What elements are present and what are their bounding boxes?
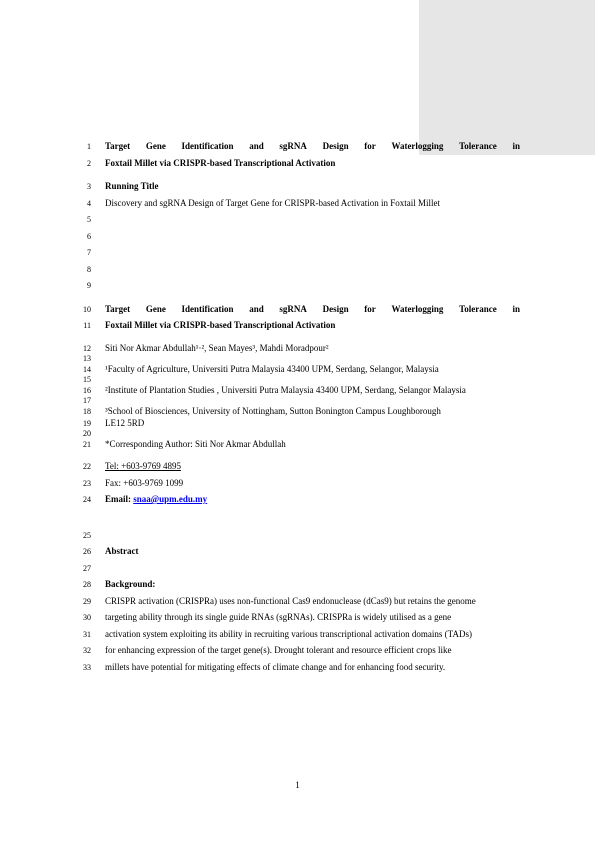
line-number: 14 [75, 365, 91, 375]
line-number: 7 [75, 247, 91, 259]
affiliation-2: 16 ²Institute of Plantation Studies , Un… [75, 385, 520, 396]
tel-line: 22 Tel: +603-9769 4895 [75, 460, 520, 474]
title2-line-2: 11 Foxtail Millet via CRISPR-based Trans… [75, 319, 520, 333]
affiliation-1: 14 ¹Faculty of Agriculture, Universiti P… [75, 364, 520, 375]
authors: Siti Nor Akmar Abdullah¹·², Sean Mayes³,… [105, 343, 520, 354]
background-label: Background: [105, 578, 520, 592]
blank-line: 13 [75, 354, 520, 364]
blank-line: 17 [75, 396, 520, 406]
title2-line-1: 10 TargetGeneIdentificationandsgRNADesig… [75, 303, 520, 317]
line-number: 24 [75, 494, 91, 506]
para-text: CRISPR activation (CRISPRa) uses non-fun… [105, 595, 520, 609]
line-number: 21 [75, 440, 91, 450]
line-number: 30 [75, 612, 91, 624]
header-grey-band [419, 0, 595, 155]
blank-line: 7 [75, 246, 520, 260]
para-text: millets have potential for mitigating ef… [105, 661, 520, 675]
email-line: 24 Email: snaa@upm.edu.my [75, 493, 520, 507]
line-number: 13 [75, 354, 91, 364]
blank-line: 8 [75, 263, 520, 277]
authors-line: 12 Siti Nor Akmar Abdullah¹·², Sean Maye… [75, 343, 520, 354]
line-number: 8 [75, 264, 91, 276]
blank-line: 20 [75, 429, 520, 439]
running-title-head: 3 Running Title [75, 180, 520, 194]
line-number: 12 [75, 344, 91, 354]
title-text: TargetGeneIdentificationandsgRNADesignfo… [105, 303, 520, 317]
page-number: 1 [0, 780, 595, 790]
line-number: 33 [75, 662, 91, 674]
line-number: 29 [75, 596, 91, 608]
line-number: 31 [75, 629, 91, 641]
line-number: 22 [75, 461, 91, 473]
affiliation-text: ²Institute of Plantation Studies , Unive… [105, 385, 520, 396]
affiliation-text: ¹Faculty of Agriculture, Universiti Putr… [105, 364, 520, 375]
line-number: 5 [75, 214, 91, 226]
affiliation-text: LE12 5RD [105, 418, 520, 429]
blank-line: 5 [75, 213, 520, 227]
line-number: 15 [75, 375, 91, 385]
blank-line: 15 [75, 375, 520, 385]
title-text: Foxtail Millet via CRISPR-based Transcri… [105, 157, 520, 171]
title-text: TargetGeneIdentificationandsgRNADesignfo… [105, 140, 520, 154]
line-number: 1 [75, 141, 91, 153]
fax-line: 23 Fax: +603-9769 1099 [75, 477, 520, 491]
para-line: 29 CRISPR activation (CRISPRa) uses non-… [75, 595, 520, 609]
email-link[interactable]: snaa@upm.edu.my [133, 494, 207, 504]
affiliation-text: ³School of Biosciences, University of No… [105, 406, 520, 417]
line-number: 9 [75, 280, 91, 292]
line-number: 28 [75, 579, 91, 591]
line-number: 10 [75, 304, 91, 316]
email-wrap: Email: snaa@upm.edu.my [105, 493, 520, 507]
line-number: 4 [75, 198, 91, 210]
para-line: 31 activation system exploiting its abil… [75, 628, 520, 642]
running-title-label: Running Title [105, 180, 520, 194]
para-line: 30 targeting ability through its single … [75, 611, 520, 625]
blank-line: 25 [75, 529, 520, 543]
title-text: Foxtail Millet via CRISPR-based Transcri… [105, 319, 520, 333]
line-number: 18 [75, 407, 91, 417]
para-line: 33 millets have potential for mitigating… [75, 661, 520, 675]
line-number: 6 [75, 231, 91, 243]
blank-line: 9 [75, 279, 520, 293]
blank-line: 6 [75, 230, 520, 244]
affiliation-3b: 19 LE12 5RD [75, 418, 520, 429]
running-title-value: Discovery and sgRNA Design of Target Gen… [105, 197, 520, 211]
line-number: 2 [75, 158, 91, 170]
para-line: 32 for enhancing expression of the targe… [75, 644, 520, 658]
blank-line: 27 [75, 562, 520, 576]
corresponding-text: *Corresponding Author: Siti Nor Akmar Ab… [105, 439, 520, 450]
line-number: 19 [75, 419, 91, 429]
para-text: targeting ability through its single gui… [105, 611, 520, 625]
abstract-head: 26 Abstract [75, 545, 520, 559]
affiliation-3a: 18 ³School of Biosciences, University of… [75, 406, 520, 417]
para-text: activation system exploiting its ability… [105, 628, 520, 642]
manuscript-body: 1 TargetGeneIdentificationandsgRNADesign… [75, 140, 520, 677]
tel-value: Tel: +603-9769 4895 [105, 460, 520, 474]
abstract-label: Abstract [105, 545, 520, 559]
line-number: 16 [75, 386, 91, 396]
line-number: 27 [75, 563, 91, 575]
title-line-2: 2 Foxtail Millet via CRISPR-based Transc… [75, 157, 520, 171]
running-title-text: 4 Discovery and sgRNA Design of Target G… [75, 197, 520, 211]
line-number: 20 [75, 429, 91, 439]
line-number: 23 [75, 478, 91, 490]
line-number: 11 [75, 320, 91, 332]
line-number: 26 [75, 546, 91, 558]
line-number: 17 [75, 396, 91, 406]
line-number: 3 [75, 181, 91, 193]
line-number: 25 [75, 530, 91, 542]
background-head: 28 Background: [75, 578, 520, 592]
para-text: for enhancing expression of the target g… [105, 644, 520, 658]
title-line-1: 1 TargetGeneIdentificationandsgRNADesign… [75, 140, 520, 154]
fax-value: Fax: +603-9769 1099 [105, 477, 520, 491]
corresponding-author: 21 *Corresponding Author: Siti Nor Akmar… [75, 439, 520, 450]
email-label: Email: [105, 494, 133, 504]
line-number: 32 [75, 645, 91, 657]
